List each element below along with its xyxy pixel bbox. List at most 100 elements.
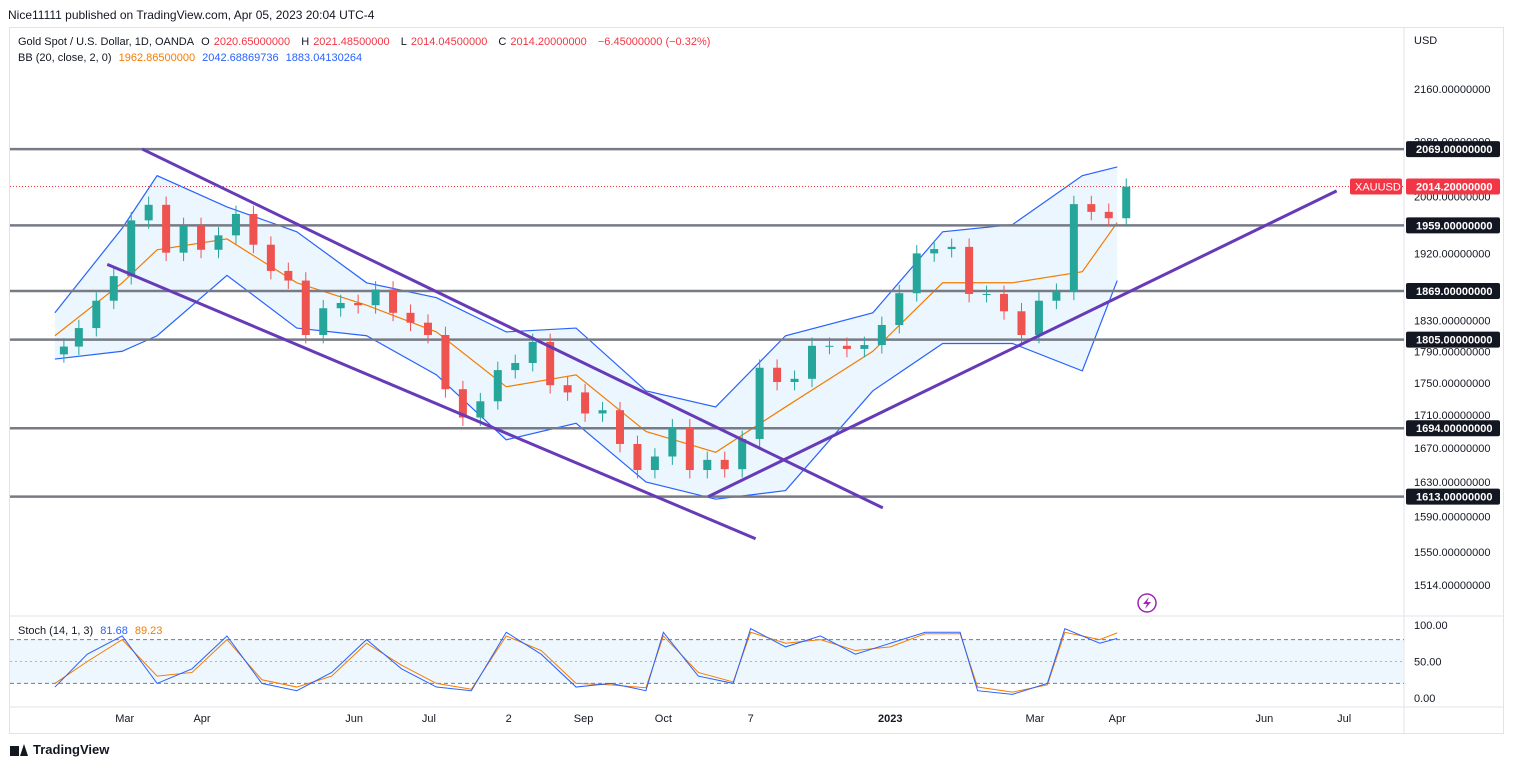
level-price-label: 1869.00000000 xyxy=(1416,286,1492,298)
candle-body xyxy=(773,367,782,383)
stoch-d-value: 89.23 xyxy=(134,625,163,637)
bollinger-lower-line xyxy=(54,274,1118,500)
level-price-tag xyxy=(1406,217,1500,234)
candle-body xyxy=(755,367,764,439)
ohlc-high: H 2021.48500000 xyxy=(301,36,393,48)
price-tick-label: 1710.00000000 xyxy=(1414,410,1490,422)
price-tick-label: 1590.00000000 xyxy=(1414,512,1490,524)
time-tick-label: 7 xyxy=(748,713,754,725)
trendline-channel-upper xyxy=(141,147,884,510)
candle-body xyxy=(825,345,834,347)
stoch-tick-label: 50.00 xyxy=(1414,657,1442,669)
bollinger-fill xyxy=(54,166,1118,500)
time-tick-label: 2023 xyxy=(878,713,902,725)
symbol-tag xyxy=(1350,178,1402,195)
bb-label: BB (20, close, 2, 0) xyxy=(18,52,112,64)
symbol-tag-label: XAUUSD xyxy=(1355,182,1401,194)
ohlc-open: O 2020.65000000 xyxy=(201,36,294,48)
close-value: 2014.20000000 xyxy=(510,36,587,48)
candle-body xyxy=(423,322,432,335)
publisher-line: Nice11111 published on TradingView.com, … xyxy=(8,8,375,22)
candle-body xyxy=(1034,300,1043,335)
candle-body xyxy=(546,341,555,386)
candle-body xyxy=(74,328,83,347)
candle-body xyxy=(965,246,974,294)
candle-body xyxy=(947,246,956,250)
time-tick-label: Mar xyxy=(1025,713,1044,725)
candle-body xyxy=(197,226,206,250)
candle-body xyxy=(860,345,869,349)
ohlc-close: C 2014.20000000 xyxy=(498,36,590,48)
candle-body xyxy=(633,443,642,471)
candle-body xyxy=(703,459,712,471)
candle-body xyxy=(877,324,886,346)
candle-body xyxy=(1122,186,1131,219)
bb-legend: BB (20, close, 2, 0) 1962.86500000 2042.… xyxy=(18,52,366,64)
candle-body xyxy=(214,235,223,250)
level-price-tag xyxy=(1406,488,1500,505)
candle-body xyxy=(476,401,485,418)
candle-body xyxy=(581,392,590,414)
candle-body xyxy=(808,345,817,379)
candle-body xyxy=(842,345,851,349)
candle-body xyxy=(1104,211,1113,219)
low-label: L xyxy=(400,36,407,48)
candle-body xyxy=(1052,291,1061,301)
candle-body xyxy=(1069,204,1078,292)
level-price-tag xyxy=(1406,420,1500,437)
candle-body xyxy=(59,346,68,355)
bollinger-upper-line xyxy=(54,166,1118,408)
time-tick-label: 2 xyxy=(506,713,512,725)
candle-body xyxy=(1087,204,1096,212)
candle-body xyxy=(493,370,502,402)
level-price-tag xyxy=(1406,141,1500,158)
symbol-title: Gold Spot / U.S. Dollar, 1D, OANDA xyxy=(18,36,195,48)
candle-body xyxy=(301,280,310,335)
time-tick-label: Apr xyxy=(1109,713,1126,725)
stoch-k-line xyxy=(54,627,1118,695)
candle-body xyxy=(231,213,240,236)
time-tick-label: Jul xyxy=(1337,713,1351,725)
open-value: 2020.65000000 xyxy=(213,36,291,48)
candle-body xyxy=(668,427,677,457)
trendline-channel-lower xyxy=(106,262,757,541)
level-price-tag xyxy=(1406,331,1500,348)
candle-body xyxy=(982,293,991,295)
candle-body xyxy=(930,249,939,254)
candle-body xyxy=(511,363,520,371)
candle-body xyxy=(650,456,659,471)
price-tick-label: 1670.00000000 xyxy=(1414,443,1490,455)
stoch-tick-label: 100.00 xyxy=(1414,620,1448,632)
stoch-tick-label: 0.00 xyxy=(1414,693,1435,705)
time-tick-label: Jun xyxy=(1255,713,1273,725)
candle-body xyxy=(406,312,415,323)
high-label: H xyxy=(301,36,310,48)
candle-body xyxy=(458,389,467,418)
stoch-k-value: 81.68 xyxy=(100,625,128,637)
price-tick-label: 1790.00000000 xyxy=(1414,346,1490,358)
candle-body xyxy=(685,427,694,471)
candle-body xyxy=(1000,293,1009,312)
candle-body xyxy=(249,213,258,245)
candle-body xyxy=(528,341,537,364)
bb-upper-value: 2042.68869736 xyxy=(202,52,279,64)
time-tick-label: Sep xyxy=(574,713,594,725)
candle-body xyxy=(720,459,729,470)
level-price-tag xyxy=(1406,282,1500,299)
tradingview-brand[interactable]: TradingView xyxy=(10,742,109,757)
candle-body xyxy=(441,334,450,390)
last-price-label: 2014.20000000 xyxy=(1416,182,1492,194)
candle-body xyxy=(563,385,572,393)
level-price-label: 1805.00000000 xyxy=(1416,335,1492,347)
candle-body xyxy=(615,410,624,444)
candle-body xyxy=(266,244,275,271)
candle-body xyxy=(284,270,293,281)
time-tick-label: Jun xyxy=(345,713,363,725)
candle-body xyxy=(738,438,747,470)
candle-body xyxy=(92,300,101,329)
brand-name: TradingView xyxy=(33,742,110,757)
tradingview-logo-icon xyxy=(10,743,28,756)
price-tick-label: 2160.00000000 xyxy=(1414,84,1490,96)
time-tick-label: Jul xyxy=(422,713,436,725)
